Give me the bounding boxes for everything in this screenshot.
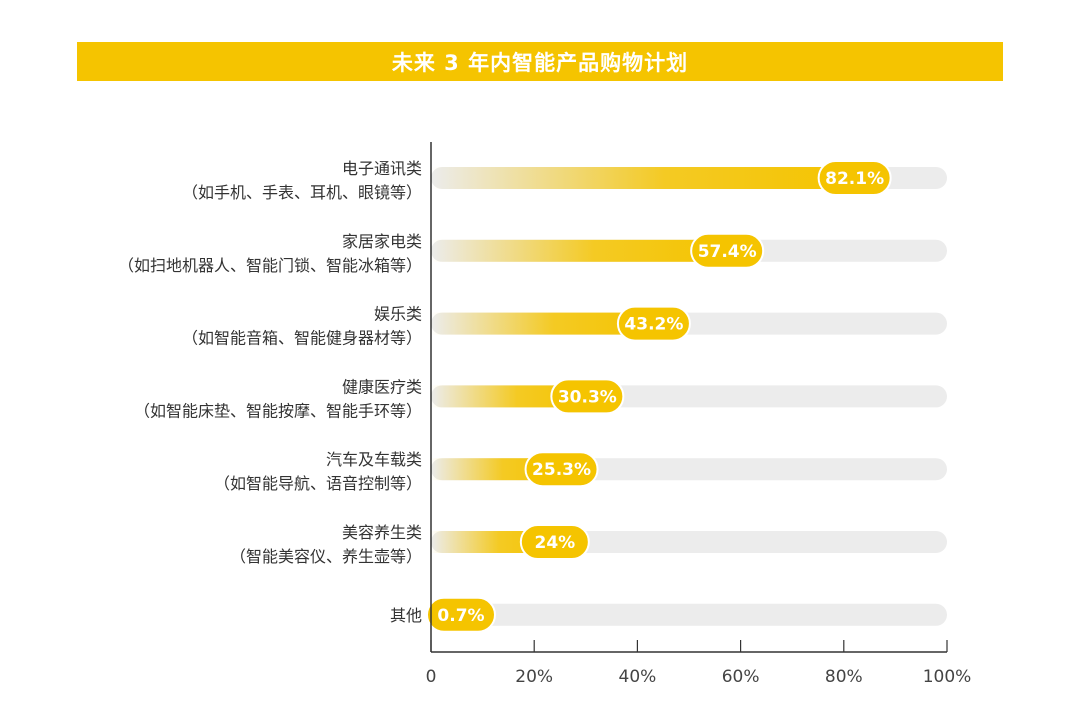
bar-row: 43.2% 娱乐类 （如智能音箱、智能健身器材等） bbox=[182, 305, 947, 348]
data-label: 30.3% bbox=[558, 387, 617, 407]
bar-row: 25.3% 汽车及车载类 （如智能导航、语音控制等） bbox=[214, 450, 947, 493]
value-pill bbox=[616, 305, 691, 342]
data-label: 25.3% bbox=[532, 460, 591, 480]
data-label: 24% bbox=[534, 533, 575, 553]
category-description: （如智能床垫、智能按摩、智能手环等） bbox=[134, 401, 422, 420]
x-tick-label: 0 bbox=[426, 667, 437, 687]
bar bbox=[431, 167, 855, 189]
category-label: 电子通讯类 bbox=[342, 159, 422, 178]
category-description: （智能美容仪、养生壶等） bbox=[230, 547, 422, 566]
value-pill bbox=[550, 378, 625, 415]
data-label: 0.7% bbox=[437, 606, 484, 626]
category-label: 其他 bbox=[390, 606, 422, 625]
x-tick-label: 20% bbox=[515, 667, 553, 687]
bar-row: 30.3% 健康医疗类 （如智能床垫、智能按摩、智能手环等） bbox=[134, 377, 947, 420]
bar-track bbox=[431, 603, 947, 626]
category-label: 健康医疗类 bbox=[342, 377, 422, 396]
category-description: （如手机、手表、耳机、眼镜等） bbox=[182, 183, 422, 202]
bar-row: 82.1% 电子通讯类 （如手机、手表、耳机、眼镜等） bbox=[182, 159, 947, 202]
category-label: 汽车及车载类 bbox=[326, 450, 422, 469]
data-label: 43.2% bbox=[624, 315, 683, 335]
x-tick-label: 100% bbox=[923, 667, 972, 687]
x-tick-label: 40% bbox=[619, 667, 657, 687]
bar-row: 24% 美容养生类 （智能美容仪、养生壶等） bbox=[230, 523, 947, 566]
value-pill bbox=[519, 524, 590, 560]
data-label: 82.1% bbox=[825, 169, 884, 189]
category-description: （如智能导航、语音控制等） bbox=[214, 474, 422, 493]
chart-title-bar: 未来 3 年内智能产品购物计划 bbox=[77, 42, 1003, 81]
value-pill bbox=[524, 451, 599, 488]
value-pill bbox=[426, 596, 496, 633]
data-label: 57.4% bbox=[698, 242, 757, 262]
category-label: 娱乐类 bbox=[374, 305, 422, 324]
category-label: 家居家电类 bbox=[342, 232, 422, 251]
bar-row: 0.7% 其他 bbox=[390, 596, 947, 633]
bar-row: 57.4% 家居家电类 （如扫地机器人、智能门锁、智能冰箱等） bbox=[118, 232, 947, 275]
value-pill bbox=[817, 160, 892, 196]
category-description: （如扫地机器人、智能门锁、智能冰箱等） bbox=[118, 256, 422, 275]
bar bbox=[431, 385, 588, 408]
x-tick-label: 80% bbox=[825, 667, 863, 687]
value-pill bbox=[690, 232, 765, 269]
bar bbox=[431, 239, 728, 262]
bar bbox=[431, 312, 654, 335]
x-tick-label: 60% bbox=[722, 667, 760, 687]
category-label: 美容养生类 bbox=[342, 523, 422, 542]
category-description: （如智能音箱、智能健身器材等） bbox=[182, 329, 422, 348]
chart-title: 未来 3 年内智能产品购物计划 bbox=[391, 50, 689, 75]
